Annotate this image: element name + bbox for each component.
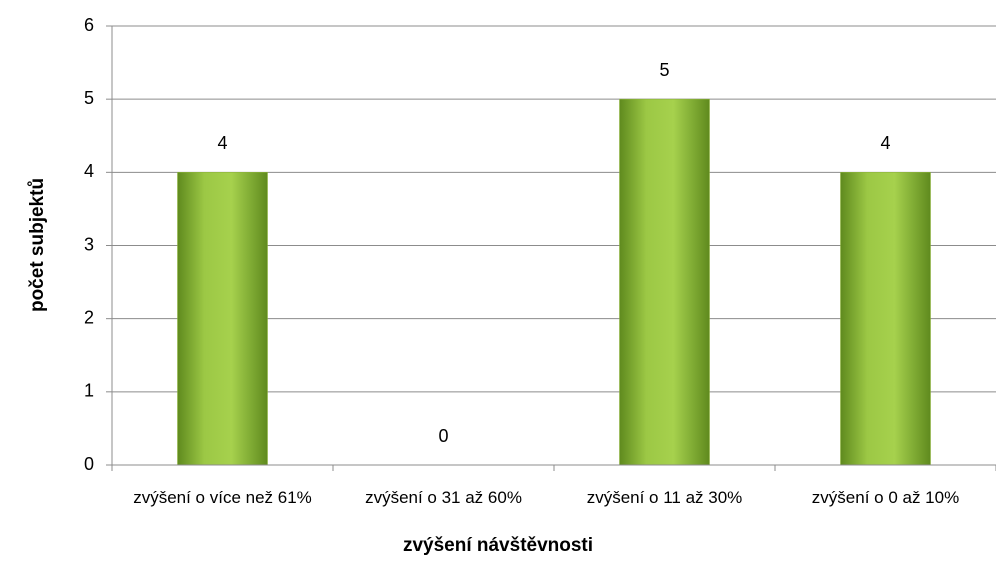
y-tick-label: 4 (84, 161, 94, 181)
x-tick-label: zvýšení o 0 až 10% (811, 488, 960, 507)
y-tick-label: 6 (84, 15, 94, 35)
bar (840, 172, 931, 466)
x-tick-label: zvýšení o více než 61% (133, 488, 312, 507)
y-tick-label: 2 (84, 307, 94, 327)
data-label: 0 (438, 426, 448, 446)
data-label: 5 (659, 60, 669, 80)
bar (619, 98, 710, 466)
data-label: 4 (880, 133, 890, 153)
y-tick-label: 3 (84, 234, 94, 254)
data-label: 4 (217, 133, 227, 153)
bar (177, 172, 268, 466)
y-axis-title: počet subjektů (27, 178, 48, 312)
x-axis-title: zvýšení návštěvnosti (402, 535, 594, 556)
y-tick-label: 5 (84, 88, 94, 108)
y-tick-label: 0 (84, 454, 94, 474)
x-tick-label: zvýšení o 31 až 60% (365, 488, 522, 507)
y-tick-label: 1 (84, 381, 94, 401)
x-tick-label: zvýšení o 11 až 30% (586, 488, 743, 507)
